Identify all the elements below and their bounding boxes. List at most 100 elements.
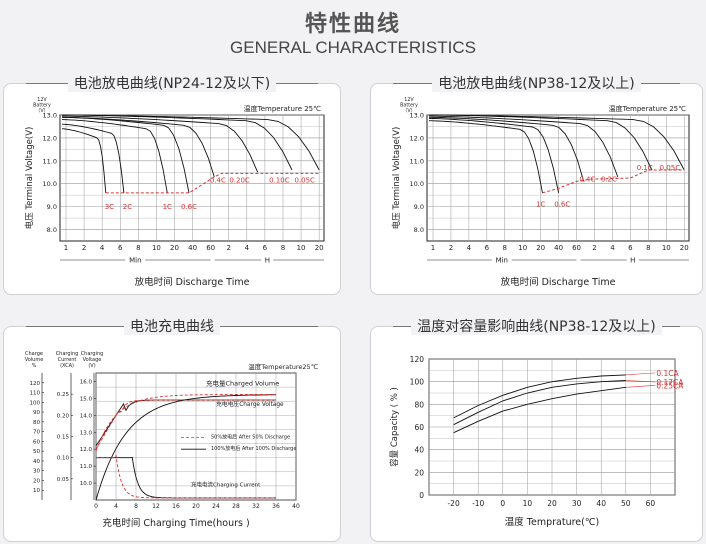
- plot-frame: [59, 114, 325, 242]
- capacity-series-line: [453, 380, 626, 426]
- discharge-curve: [61, 119, 168, 193]
- charged-volume-curve: [95, 394, 276, 501]
- y-tick-label: 20: [414, 468, 424, 477]
- x-tick-label: 20: [536, 244, 545, 252]
- x-tick-label: 32: [252, 503, 260, 510]
- curve-label: 0.05C: [660, 164, 681, 172]
- y-tick-label: 120: [410, 355, 425, 364]
- charging-current-curve-50: [96, 454, 276, 499]
- y-tick-label: 50: [33, 449, 40, 455]
- y-axis-head: Battery: [33, 103, 51, 109]
- y-tick-label: 30: [33, 469, 40, 475]
- discharge-curve: [61, 128, 107, 193]
- curve-label: 0.4C: [210, 177, 226, 185]
- x-tick-label: 4: [467, 244, 472, 252]
- discharge-panel-large: 电池放电曲线(NP38-12及以上) 1 2 4 6 8 10 20 40 60 2 4 6 8 10 20…: [370, 76, 703, 295]
- y-axis-head: （V）: [36, 108, 49, 114]
- x-tick-label: 8: [281, 244, 285, 252]
- axis-head: Volume: [25, 357, 44, 363]
- capacity-series-line: [453, 374, 626, 419]
- x-tick-label: 1: [431, 244, 435, 252]
- x-tick-label: -20: [447, 499, 459, 508]
- y-axis-label: 容量 Capacity ( % ): [389, 387, 400, 467]
- y-axis-head: Battery: [400, 103, 418, 109]
- page-title: 特性曲线: [304, 12, 401, 37]
- y-tick-label: 100: [410, 378, 425, 387]
- y-tick-label: 12.0: [43, 134, 57, 142]
- panel-title: 温度对容量影响曲线(NP38-12及以上): [371, 316, 702, 336]
- curve-label: 0.1C: [637, 164, 653, 172]
- x-tick-label: 28: [232, 503, 240, 510]
- y-tick-label: 70: [33, 430, 40, 436]
- y-tick-label: 90: [33, 410, 40, 416]
- x-tick-label: 60: [572, 244, 581, 252]
- x-tick-label: 6: [628, 244, 633, 252]
- charge-chart: 0 4 8 12 16 20 24 28 32 36 40 120 110 100 90 80 70 60 50 40…: [25, 351, 318, 529]
- x-tick-label: 20: [547, 499, 557, 508]
- y-tick-label: 60: [414, 423, 424, 432]
- legend-label: 100%放电后 After 100% Discharge: [211, 445, 296, 452]
- y-tick-label: 8.0: [47, 226, 57, 234]
- discharge-curve: [61, 114, 320, 171]
- series-label-leader: [625, 380, 656, 383]
- unit-bg: [125, 256, 146, 264]
- x-tick-label: 12: [152, 503, 160, 510]
- y-tick-label: 15.0: [80, 396, 93, 402]
- unit-bg: [626, 256, 639, 264]
- x-tick-label: 2: [449, 244, 453, 252]
- x-tick-label: 10: [523, 499, 533, 508]
- y-tick-label: 12.0: [80, 447, 93, 453]
- discharge-chart-small: 1 2 4 6 8 10 20 40 60 2 4 6 8 10 20 13.0 12.0 11.0 10.0 9.0…: [24, 97, 325, 288]
- series-label-leader: [625, 372, 656, 376]
- x-tick-label: 2: [592, 244, 596, 252]
- curve-label: 0.6C: [181, 203, 197, 211]
- temperature-note: 温度Temperature 25℃: [244, 104, 321, 113]
- curve-label: 0.4C: [579, 175, 595, 183]
- x-unit-min: Min: [129, 257, 141, 265]
- temperature-note: 温度Temperature25℃: [248, 362, 318, 371]
- y-tick-label: 0.10: [57, 456, 70, 462]
- y-axis-head: （V）: [403, 108, 416, 114]
- discharge-curve: [61, 116, 215, 178]
- y-axis-head: 12V: [404, 97, 414, 103]
- y-tick-label: 8.0: [414, 226, 424, 234]
- x-tick-label: 0: [94, 503, 98, 510]
- x-tick-label: 6: [485, 244, 490, 252]
- axis-head: (XCA): [60, 363, 74, 369]
- axis-head: Charge: [25, 351, 43, 357]
- x-tick-label: 40: [554, 244, 563, 252]
- x-tick-label: 20: [192, 503, 200, 510]
- x-tick-label: 40: [292, 503, 300, 510]
- x-axis-label: 充电时间 Charging Time(hours ): [102, 517, 249, 529]
- x-tick-label: 1: [64, 244, 68, 252]
- x-tick-label: 2: [82, 244, 86, 252]
- x-tick-label: 40: [596, 499, 606, 508]
- y-tick-label: 13.0: [410, 112, 424, 120]
- y-axis-head: 12V: [37, 97, 47, 103]
- x-tick-label: 10: [297, 244, 306, 252]
- y-tick-label: 10.0: [80, 481, 93, 487]
- curve-label: 充电电流Charging Current: [191, 480, 261, 488]
- y-tick-label: 80: [33, 420, 40, 426]
- cutoff-voltage-line: [542, 169, 685, 194]
- charge-panel: 电池充电曲线 0 4 8 12 16 20 24 28 32 36 40 120 110 100 90 80 7…: [3, 319, 341, 542]
- x-unit-min: Min: [496, 257, 508, 265]
- x-tick-label: -10: [472, 499, 484, 508]
- y-tick-label: 60: [33, 439, 40, 445]
- x-tick-label: 8: [134, 503, 138, 510]
- x-unit-h: H: [630, 257, 635, 265]
- x-tick-label: 24: [212, 503, 220, 510]
- y-tick-label: 11.0: [43, 157, 57, 165]
- y-tick-label: 20: [33, 478, 40, 484]
- x-tick-label: 36: [272, 503, 280, 510]
- discharge-curve: [428, 115, 619, 178]
- x-tick-label: 2: [227, 244, 231, 252]
- curve-label: 0.05C: [294, 177, 315, 185]
- x-tick-label: 6: [118, 244, 123, 252]
- y-tick-label: 80: [414, 400, 424, 409]
- axis-head: Current: [58, 357, 77, 363]
- y-tick-label: 9.0: [47, 203, 57, 211]
- y-tick-label: 10.0: [410, 180, 424, 188]
- discharge-curve: [428, 117, 560, 193]
- discharge-curve: [428, 114, 685, 171]
